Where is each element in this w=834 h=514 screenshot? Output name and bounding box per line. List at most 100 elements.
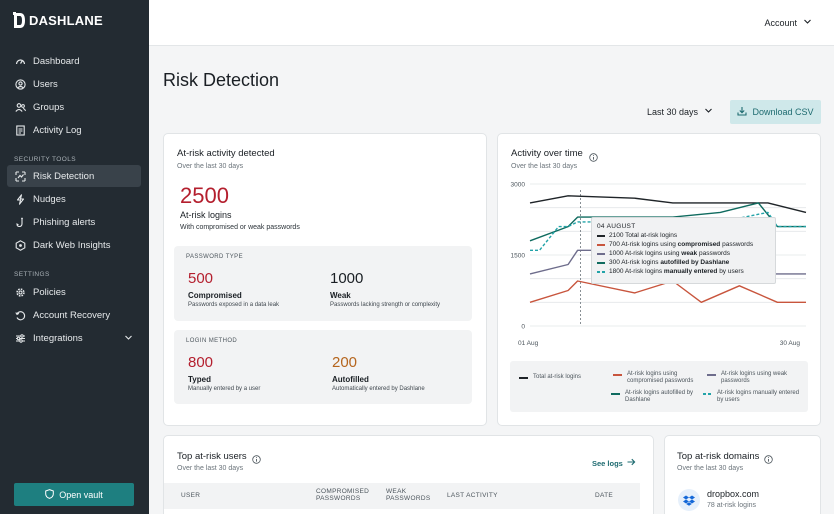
total-swatch [597, 234, 605, 237]
column-header-compromised[interactable]: COMPROMISED PASSWORDS [316, 488, 370, 503]
autofilled-label: Autofilled [332, 375, 369, 384]
legend-item-compromised: At-risk logins using compromised passwor… [613, 371, 705, 385]
card-title: Activity over time [511, 148, 583, 159]
compromised-label: Compromised [188, 291, 242, 300]
log-icon [15, 124, 26, 136]
download-csv-label: Download CSV [752, 107, 814, 117]
account-label: Account [764, 17, 797, 28]
login-method-box: LOGIN METHOD 800 Typed Manually entered … [174, 330, 472, 404]
autofilled-swatch [597, 261, 605, 264]
see-logs-label: See logs [592, 458, 623, 468]
legend-label: Total at-risk logins [533, 374, 582, 380]
sidebar-item-policies[interactable]: Policies [7, 281, 141, 303]
sidebar-item-activity-log[interactable]: Activity Log [7, 119, 141, 141]
tooltip-text: 1000 At-risk logins using [609, 250, 682, 257]
tooltip-text: passwords [720, 241, 754, 248]
users-table-header: USER COMPROMISED PASSWORDS WEAK PASSWORD… [164, 483, 640, 509]
tooltip-text: 2100 Total at-risk logins [609, 232, 678, 239]
column-header-date[interactable]: DATE [595, 492, 614, 499]
card-title: Top at-risk users [177, 451, 247, 462]
account-menu[interactable]: Account [764, 17, 812, 28]
compromised-swatch [597, 243, 605, 246]
gear-icon [15, 287, 26, 298]
tooltip-bold: weak [681, 250, 698, 257]
legend-label: At-risk logins manually entered by users [717, 390, 800, 404]
sidebar-item-label: Policies [33, 286, 66, 298]
shield-icon [45, 488, 55, 501]
legend-item-manual: At-risk logins manually entered by users [703, 390, 801, 404]
date-range-select[interactable]: Last 30 days [647, 106, 713, 117]
sidebar-item-groups[interactable]: Groups [7, 96, 141, 118]
see-logs-link[interactable]: See logs [592, 458, 636, 468]
sidebar: DASHLANE Dashboard Users Groups Activity… [0, 0, 149, 514]
sidebar-item-integrations[interactable]: Integrations [7, 327, 141, 349]
tooltip-bold: compromised [677, 241, 721, 248]
column-header-user[interactable]: USER [181, 492, 201, 499]
tooltip-row-autofilled: 300 At-risk logins autofilled by Dashlan… [597, 259, 729, 266]
tooltip-row-total: 2100 Total at-risk logins [597, 232, 677, 239]
security-tools-heading: SECURITY TOOLS [14, 156, 76, 163]
info-icon[interactable] [764, 451, 773, 469]
sidebar-item-label: Users [33, 78, 58, 90]
dropbox-icon [678, 489, 700, 511]
top-bar: Account [149, 0, 834, 46]
card-subtitle: Over the last 30 days [677, 465, 744, 472]
tooltip-date: 04 AUGUST [597, 223, 636, 230]
info-icon[interactable] [252, 451, 261, 469]
card-subtitle: Over the last 30 days [177, 465, 244, 472]
typed-label: Typed [188, 375, 211, 384]
open-vault-label: Open vault [59, 489, 103, 500]
legend-item-autofilled: At-risk logins autofilled by Dashlane [611, 390, 705, 404]
column-header-last-activity[interactable]: LAST ACTIVITY [447, 492, 498, 499]
open-vault-button[interactable]: Open vault [14, 483, 134, 506]
compromised-desc: Passwords exposed in a data leak [188, 302, 280, 308]
typed-value: 800 [188, 354, 214, 371]
compromised-value: 500 [188, 270, 214, 287]
sidebar-item-users[interactable]: Users [7, 73, 141, 95]
sidebar-item-nudges[interactable]: Nudges [7, 188, 141, 210]
domain-name[interactable]: dropbox.com [707, 489, 760, 499]
dashlane-logo[interactable]: DASHLANE [13, 12, 103, 29]
sidebar-item-dashboard[interactable]: Dashboard [7, 50, 141, 72]
gauge-icon [15, 56, 26, 67]
page-title: Risk Detection [163, 70, 280, 90]
tooltip-text: 700 At-risk logins using [609, 241, 678, 248]
tooltip-row-compromised: 700 At-risk logins using compromised pas… [597, 241, 753, 248]
brand-name: DASHLANE [29, 13, 103, 28]
download-csv-button[interactable]: Download CSV [730, 100, 821, 124]
compromised-swatch [613, 374, 622, 376]
tooltip-text: 1800 At-risk logins [609, 268, 664, 275]
legend-label: At-risk logins autofilled by Dashlane [625, 390, 694, 404]
info-icon[interactable] [589, 149, 598, 167]
user-icon [15, 78, 26, 90]
tooltip-row-weak: 1000 At-risk logins using weak passwords [597, 250, 730, 257]
column-header-weak[interactable]: WEAK PASSWORDS [386, 488, 431, 503]
sidebar-item-label: Nudges [33, 193, 66, 205]
weak-value: 1000 [330, 270, 364, 287]
tooltip-text: 300 At-risk logins [609, 259, 661, 266]
card-subtitle: Over the last 30 days [177, 163, 244, 170]
sidebar-item-label: Account Recovery [33, 309, 111, 321]
legend-label: At-risk logins using compromised passwor… [627, 371, 694, 385]
tooltip-row-manual: 1800 At-risk logins manually entered by … [597, 268, 744, 275]
sidebar-item-risk-detection[interactable]: Risk Detection [7, 165, 141, 187]
sidebar-item-dark-web-insights[interactable]: Dark Web Insights [7, 234, 141, 256]
at-risk-activity-card: At-risk activity detected Over the last … [163, 133, 487, 426]
risk-icon [15, 170, 26, 182]
password-type-box: PASSWORD TYPE 500 Compromised Passwords … [174, 246, 472, 321]
sidebar-item-label: Phishing alerts [33, 216, 96, 228]
autofilled-desc: Automatically entered by Dashlane [332, 386, 425, 392]
sidebar-item-label: Integrations [33, 332, 83, 344]
total-swatch [519, 377, 528, 379]
chart-tooltip: 04 AUGUST 2100 Total at-risk logins 700 … [591, 217, 776, 284]
lightning-icon [15, 193, 26, 205]
sidebar-item-label: Dark Web Insights [33, 239, 111, 251]
sidebar-item-account-recovery[interactable]: Account Recovery [7, 304, 141, 326]
legend-item-total: Total at-risk logins [519, 374, 599, 381]
sliders-icon [15, 333, 26, 344]
sidebar-item-phishing-alerts[interactable]: Phishing alerts [7, 211, 141, 233]
dark-web-icon [15, 239, 26, 251]
dashlane-logo-icon [13, 12, 26, 29]
settings-heading: SETTINGS [14, 271, 50, 278]
tooltip-text: by users [717, 268, 744, 275]
